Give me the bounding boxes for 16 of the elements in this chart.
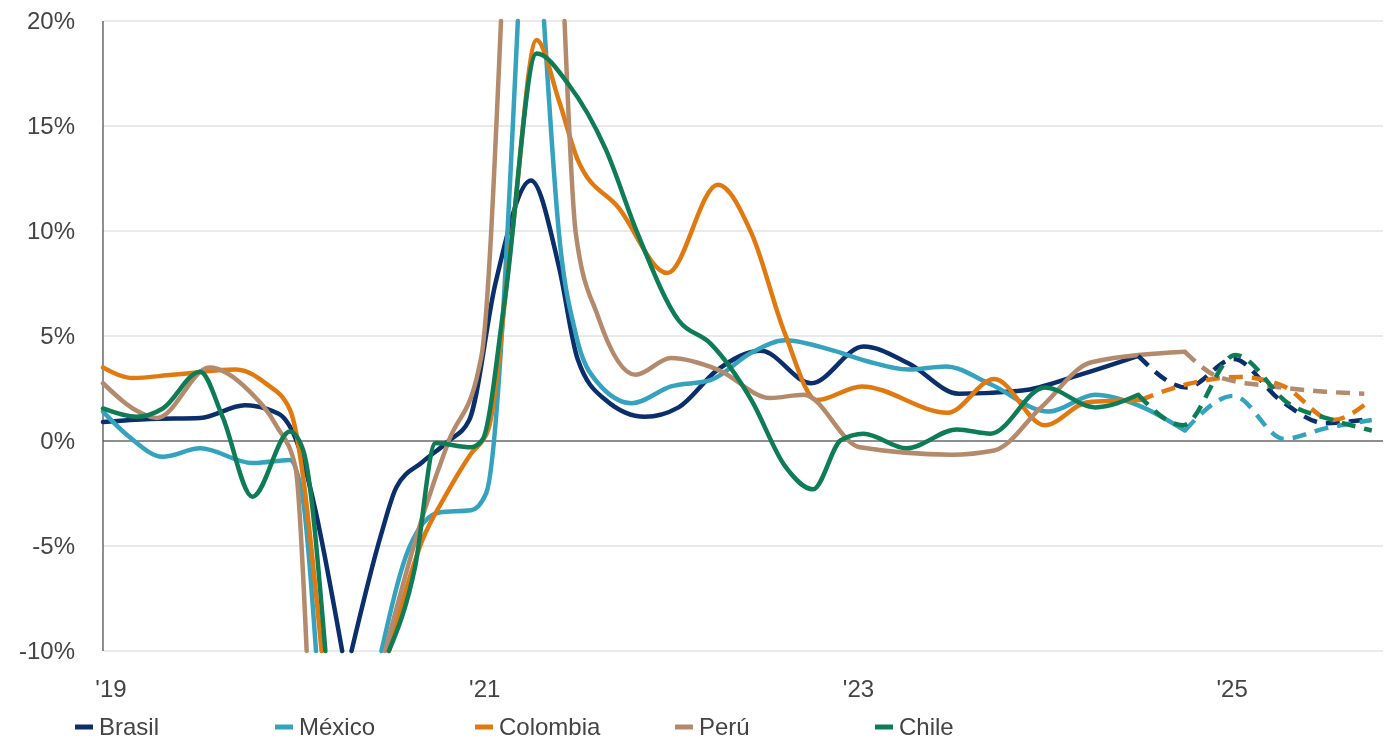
legend-label: Perú bbox=[699, 713, 750, 741]
x-tick-label: '25 bbox=[1216, 675, 1248, 702]
x-tick-label: '19 bbox=[95, 675, 127, 702]
x-tick-label: '23 bbox=[842, 675, 875, 702]
y-tick-label: 0% bbox=[40, 427, 75, 455]
legend-label: México bbox=[299, 713, 376, 741]
y-tick-label: 20% bbox=[26, 7, 75, 35]
y-tick-label: 15% bbox=[26, 112, 75, 140]
y-tick-label: 10% bbox=[26, 217, 75, 245]
legend-label: Colombia bbox=[499, 713, 602, 741]
legend-label: Brasil bbox=[99, 713, 160, 741]
legend-label: Chile bbox=[899, 713, 954, 741]
y-tick-label: -10% bbox=[18, 637, 75, 665]
y-tick-label: 5% bbox=[40, 322, 75, 350]
x-tick-label: '21 bbox=[469, 675, 501, 702]
y-tick-label: -5% bbox=[32, 532, 75, 560]
